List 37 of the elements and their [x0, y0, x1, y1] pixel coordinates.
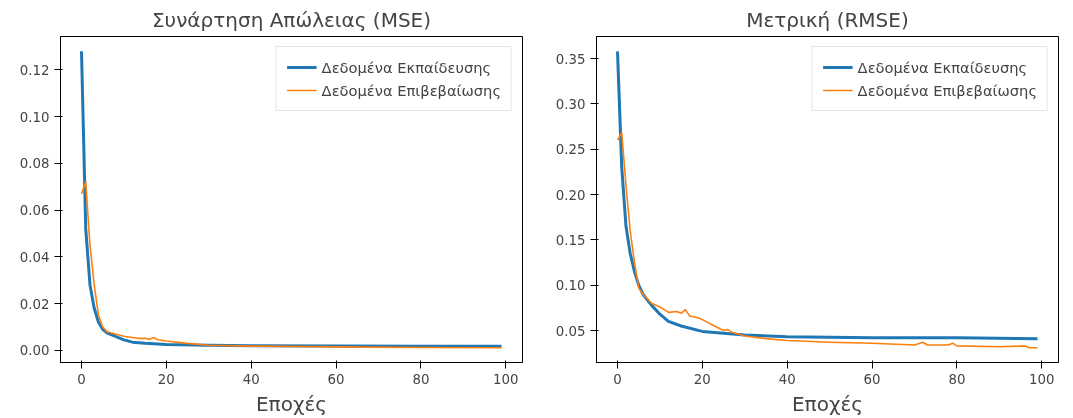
legend-label: Δεδομένα Επιβεβαίωσης — [321, 81, 501, 99]
line-series — [616, 49, 1039, 341]
legend-label: Δεδομένα Εκπαίδευσης — [857, 58, 1028, 76]
x-tick-label: 20 — [693, 371, 711, 387]
x-tick-label: 60 — [327, 371, 345, 387]
y-tick-label: 0.06 — [19, 203, 50, 219]
x-axis-title: Εποχές — [255, 391, 328, 416]
x-tick-label: 40 — [778, 371, 796, 387]
x-tick-label: 0 — [77, 371, 86, 387]
y-tick-label: 0.08 — [19, 156, 50, 172]
x-tick-label: 0 — [613, 371, 622, 387]
x-tick-label: 80 — [412, 371, 430, 387]
y-tick-label: 0.05 — [555, 323, 586, 339]
legend-label: Δεδομένα Εκπαίδευσης — [321, 58, 492, 76]
y-tick-label: 0.10 — [555, 278, 586, 294]
y-tick-label: 0.20 — [555, 187, 586, 203]
legend-label: Δεδομένα Επιβεβαίωσης — [857, 81, 1037, 99]
y-tick-label: 0.00 — [19, 343, 50, 359]
y-tick-label: 0.04 — [19, 249, 50, 265]
x-tick-label: 60 — [863, 371, 881, 387]
x-tick-label: 20 — [157, 371, 175, 387]
line-series — [616, 132, 1039, 349]
y-tick-label: 0.35 — [555, 51, 586, 67]
chart-title: Μετρική (RMSE) — [746, 7, 909, 32]
y-tick-label: 0.30 — [555, 96, 586, 112]
x-tick-label: 80 — [948, 371, 966, 387]
line-series — [80, 181, 503, 349]
x-tick-label: 100 — [1029, 371, 1055, 387]
y-tick-label: 0.15 — [555, 232, 586, 248]
x-tick-label: 100 — [493, 371, 519, 387]
y-tick-label: 0.10 — [19, 109, 50, 125]
x-tick-label: 40 — [242, 371, 260, 387]
y-tick-label: 0.25 — [555, 142, 586, 158]
y-tick-label: 0.12 — [19, 62, 50, 78]
chart-title: Συνάρτηση Απώλειας (MSE) — [151, 7, 432, 32]
y-tick-label: 0.02 — [19, 296, 50, 312]
x-axis-title: Εποχές — [791, 391, 864, 416]
